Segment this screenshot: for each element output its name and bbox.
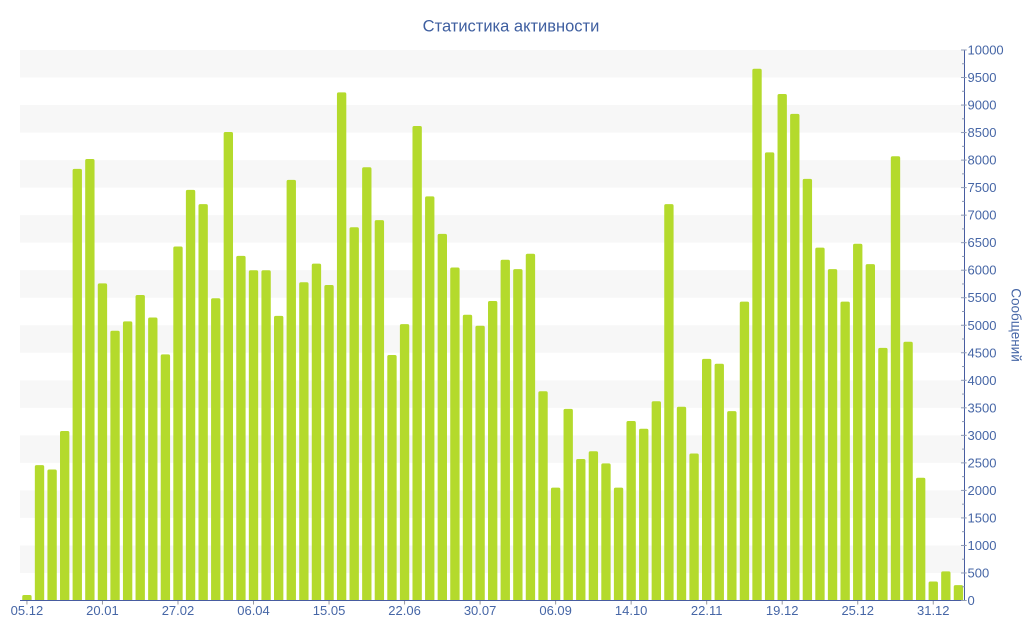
svg-text:9500: 9500 [968, 70, 997, 85]
svg-text:15.05: 15.05 [313, 603, 346, 618]
svg-text:2000: 2000 [968, 483, 997, 498]
svg-text:3000: 3000 [968, 428, 997, 443]
svg-text:2500: 2500 [968, 455, 997, 470]
svg-text:7000: 7000 [968, 208, 997, 223]
svg-text:6500: 6500 [968, 235, 997, 250]
svg-text:22.11: 22.11 [691, 603, 723, 618]
svg-text:27.02: 27.02 [162, 603, 195, 618]
svg-text:10000: 10000 [968, 43, 1004, 58]
svg-text:06.09: 06.09 [539, 603, 572, 618]
svg-text:8500: 8500 [968, 125, 997, 140]
svg-text:05.12: 05.12 [11, 603, 44, 618]
svg-text:4000: 4000 [968, 373, 997, 388]
svg-text:31.12: 31.12 [917, 603, 950, 618]
svg-text:4500: 4500 [968, 345, 997, 360]
svg-text:5000: 5000 [968, 318, 997, 333]
svg-text:06.04: 06.04 [237, 603, 270, 618]
svg-text:9000: 9000 [968, 98, 997, 113]
svg-text:Статистика активности: Статистика активности [423, 18, 600, 36]
svg-text:30.07: 30.07 [464, 603, 497, 618]
svg-text:8000: 8000 [968, 153, 997, 168]
svg-text:19.12: 19.12 [766, 603, 799, 618]
svg-text:14.10: 14.10 [615, 603, 648, 618]
svg-text:7500: 7500 [968, 180, 997, 195]
svg-text:0: 0 [968, 593, 975, 608]
svg-text:6000: 6000 [968, 263, 997, 278]
svg-text:Сообщений: Сообщений [1009, 288, 1024, 362]
svg-text:25.12: 25.12 [841, 603, 874, 618]
svg-text:500: 500 [968, 565, 990, 580]
svg-text:22.06: 22.06 [388, 603, 421, 618]
svg-text:5500: 5500 [968, 290, 997, 305]
svg-text:3500: 3500 [968, 400, 997, 415]
svg-text:20.01: 20.01 [86, 603, 119, 618]
svg-text:1500: 1500 [968, 510, 997, 525]
svg-text:1000: 1000 [968, 538, 997, 553]
